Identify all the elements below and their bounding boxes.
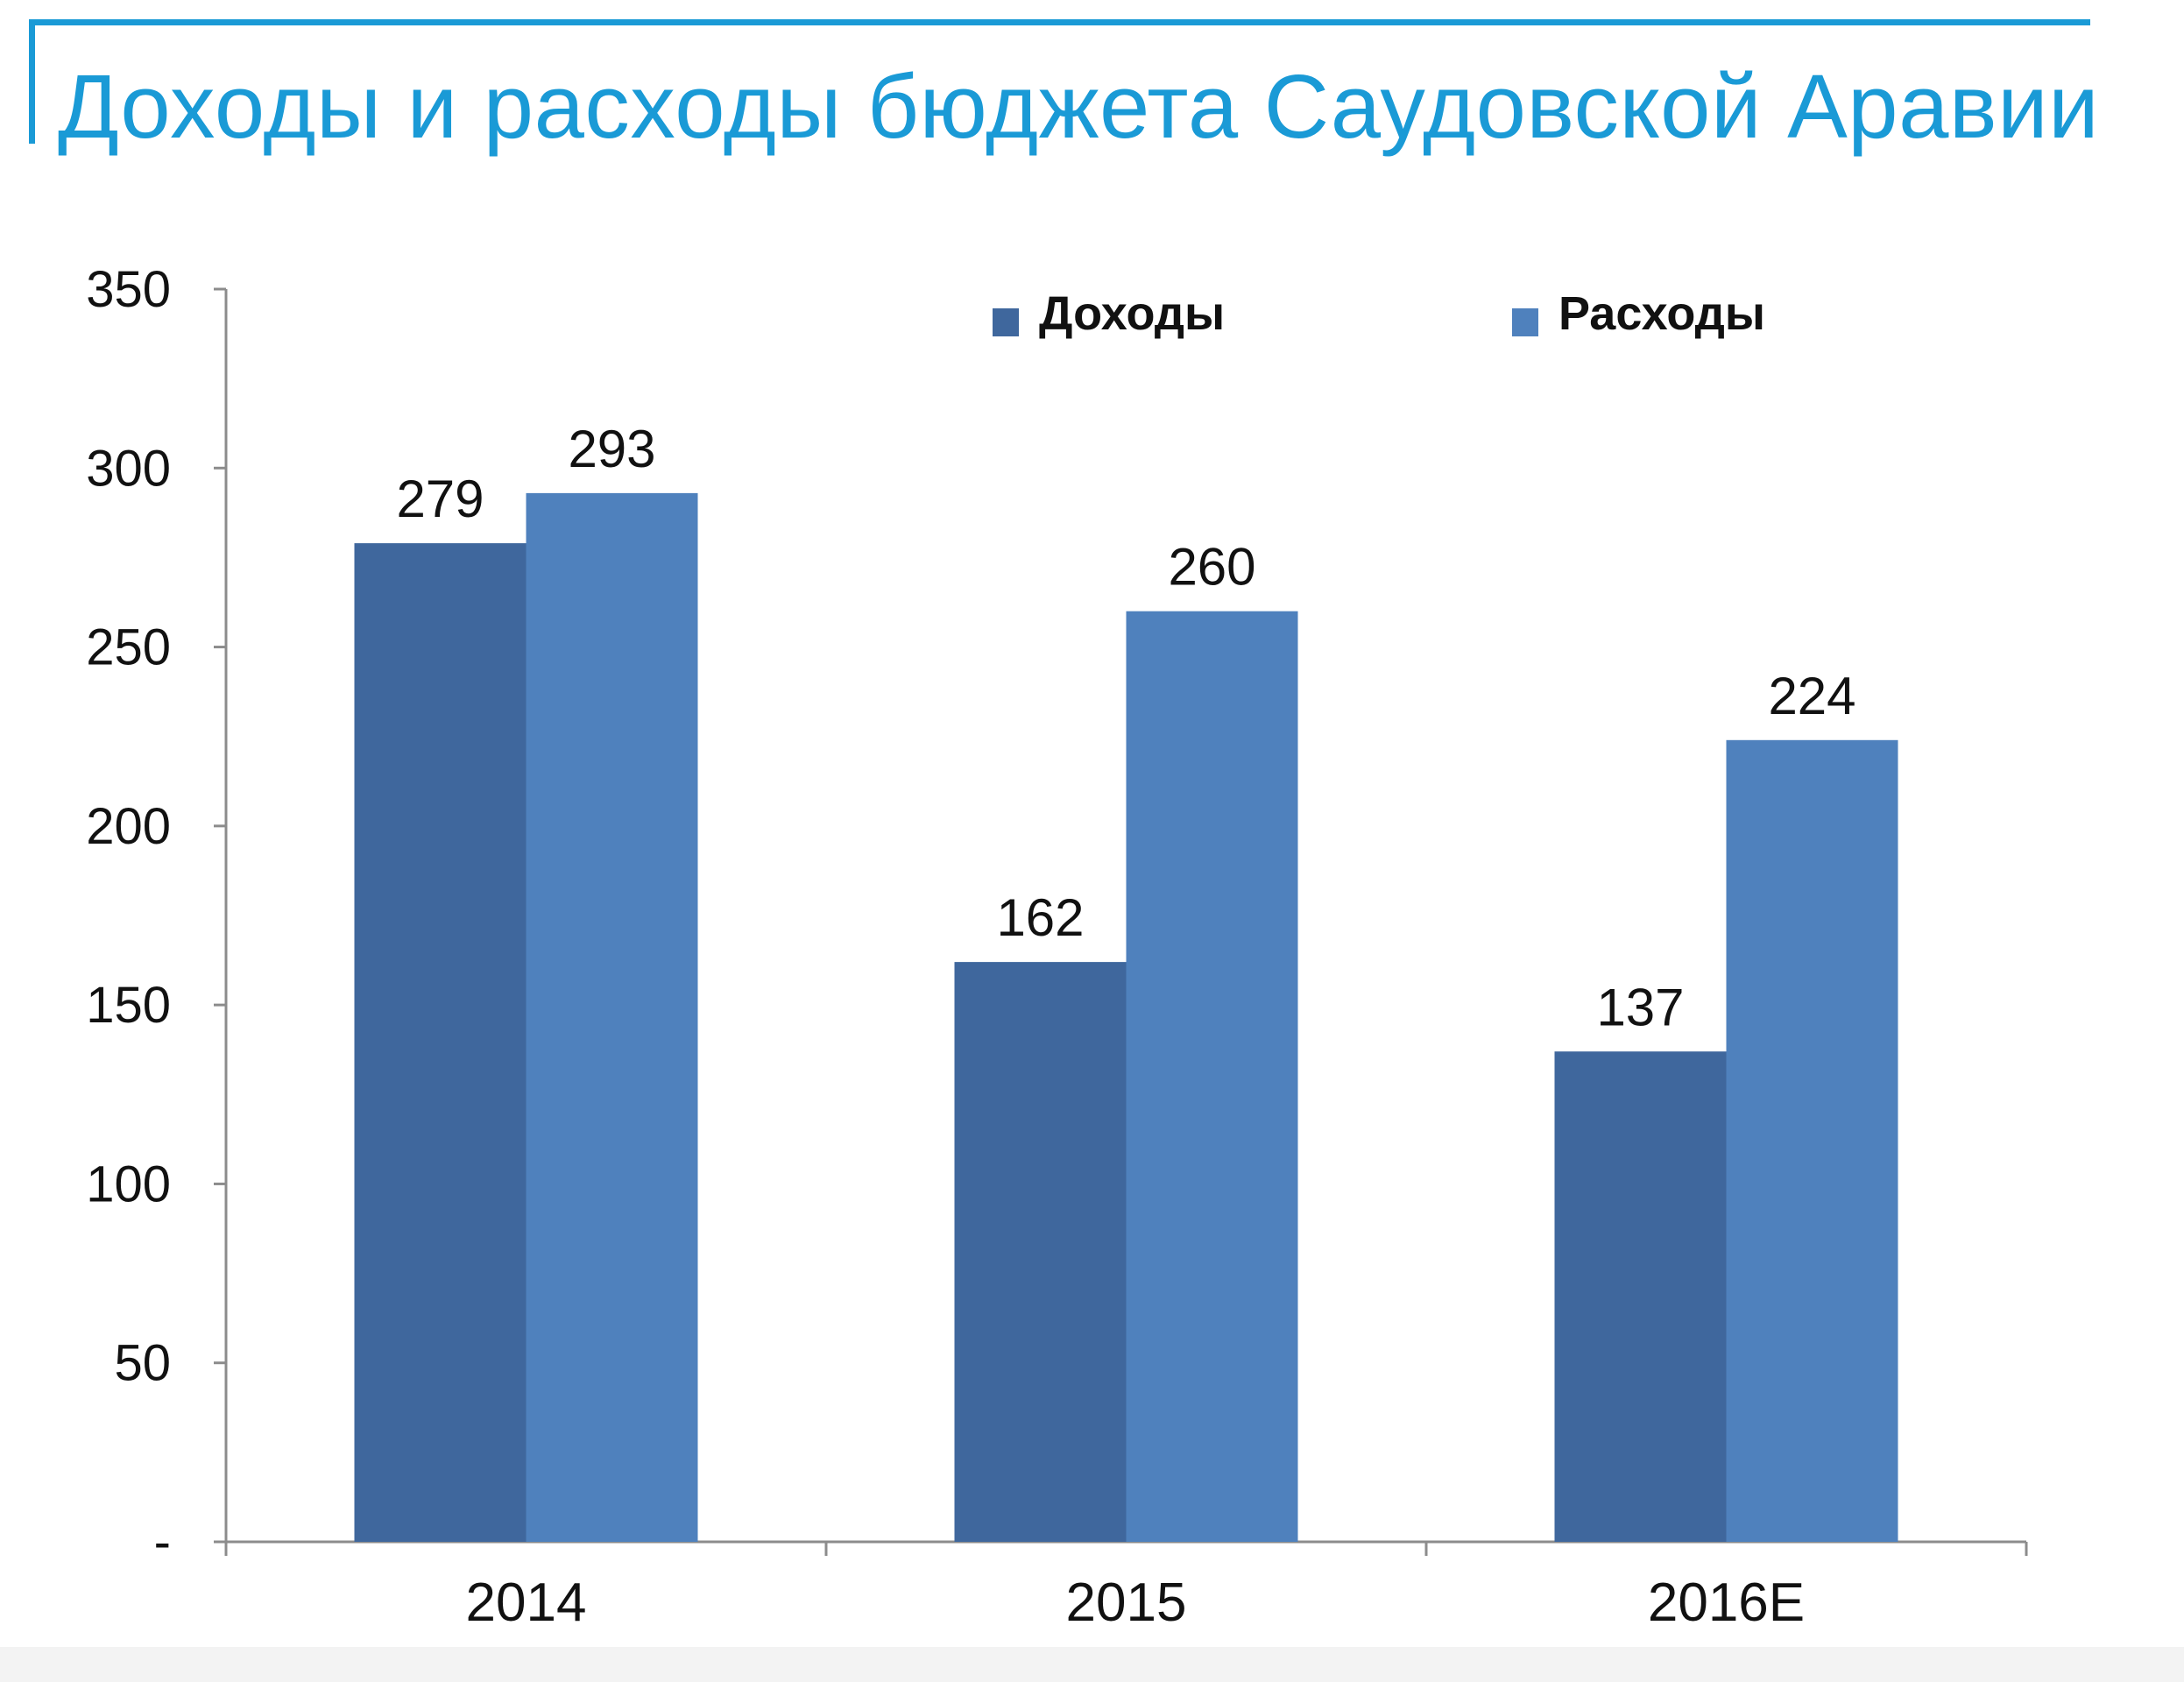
- title-top-rule: [29, 19, 2090, 25]
- y-tick-label: 100: [86, 1155, 171, 1212]
- legend-swatch: [993, 308, 1019, 336]
- data-label: 279: [396, 470, 484, 528]
- y-tick-label: 250: [86, 619, 171, 676]
- legend-label: Доходы: [1039, 287, 1225, 340]
- chart-legend: Доходы Расходы: [993, 287, 1765, 340]
- bar: [354, 543, 527, 1542]
- y-tick-label: 350: [86, 261, 171, 318]
- data-label: 162: [996, 888, 1084, 947]
- bar: [526, 492, 698, 1542]
- x-category-label: 2016E: [1648, 1572, 1805, 1633]
- data-label: 137: [1596, 978, 1684, 1036]
- page-title: Доходы и расходы бюджета Саудовской Арав…: [58, 56, 2100, 157]
- y-tick-label: 300: [86, 440, 171, 497]
- bar: [954, 962, 1127, 1542]
- footer-band: [0, 1647, 2184, 1682]
- bar: [1726, 739, 1898, 1542]
- legend-label: Расходы: [1558, 287, 1765, 340]
- y-tick-label: 150: [86, 977, 171, 1034]
- bar: [1126, 611, 1298, 1542]
- data-label: 260: [1168, 538, 1255, 597]
- y-tick-label: -: [154, 1514, 171, 1571]
- x-category-label: 2014: [466, 1572, 587, 1633]
- x-category-label: 2015: [1066, 1572, 1187, 1633]
- data-label: 224: [1768, 667, 1855, 725]
- bar: [1554, 1051, 1727, 1542]
- data-label: 293: [568, 420, 655, 478]
- chart-bars: [354, 492, 1898, 1542]
- y-tick-label: 50: [114, 1335, 171, 1392]
- legend-swatch: [1512, 308, 1538, 336]
- y-tick-label: 200: [86, 798, 171, 855]
- title-left-rule: [29, 19, 35, 144]
- chart-data-labels: 279 293 162 260 137 224: [396, 420, 1855, 1036]
